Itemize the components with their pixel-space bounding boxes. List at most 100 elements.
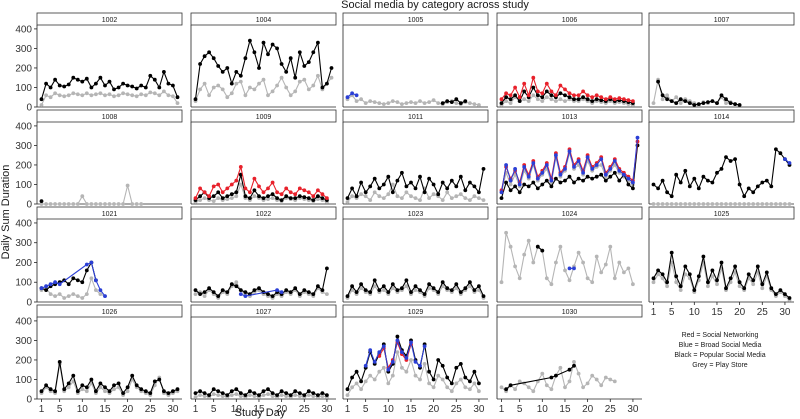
y-tick-label: 300 xyxy=(15,238,32,249)
data-point xyxy=(94,288,98,292)
data-point xyxy=(345,196,350,201)
data-point xyxy=(774,147,778,152)
data-point xyxy=(248,85,252,90)
data-point xyxy=(198,87,203,92)
data-point xyxy=(220,196,225,201)
data-point xyxy=(306,190,311,195)
data-point xyxy=(499,196,504,201)
data-point xyxy=(458,101,463,105)
data-point xyxy=(94,81,98,86)
data-point xyxy=(288,190,293,195)
panel-strip-label: 1011 xyxy=(408,114,423,121)
series-line-grey xyxy=(501,360,616,393)
data-point xyxy=(395,334,400,339)
y-tick-label: 100 xyxy=(15,180,32,191)
data-point xyxy=(404,284,409,289)
data-point xyxy=(687,101,692,105)
series-red xyxy=(193,164,329,201)
data-point xyxy=(544,383,549,388)
data-point xyxy=(198,389,203,394)
data-point xyxy=(513,387,517,392)
data-point xyxy=(626,98,631,103)
data-point xyxy=(386,101,391,105)
data-point xyxy=(48,387,53,392)
data-point xyxy=(320,394,325,398)
data-point xyxy=(631,186,635,191)
panel-1026: 1026 xyxy=(36,304,183,400)
series-red xyxy=(499,75,635,103)
data-point xyxy=(225,66,230,70)
data-point xyxy=(463,375,468,380)
data-point xyxy=(325,196,329,201)
data-point xyxy=(66,385,71,390)
data-point xyxy=(554,260,558,265)
data-point xyxy=(395,194,400,199)
data-point xyxy=(454,381,459,386)
data-point xyxy=(266,197,270,202)
data-point xyxy=(418,363,422,368)
data-point xyxy=(504,99,508,103)
data-point xyxy=(508,101,513,105)
data-point xyxy=(89,93,94,98)
data-point xyxy=(193,288,198,292)
data-point xyxy=(53,280,57,285)
y-tick-label: 300 xyxy=(15,44,32,55)
data-point xyxy=(472,381,477,386)
data-point xyxy=(116,93,121,98)
data-point xyxy=(306,290,311,294)
data-point xyxy=(75,278,80,283)
x-tick-label: 25 xyxy=(605,404,617,415)
data-point xyxy=(350,194,354,199)
data-point xyxy=(279,75,284,80)
data-point xyxy=(549,375,554,380)
data-point xyxy=(293,393,298,397)
data-point xyxy=(238,182,243,187)
data-point xyxy=(449,381,454,386)
data-point xyxy=(674,202,679,206)
data-point xyxy=(599,98,604,103)
data-point xyxy=(75,389,80,394)
data-point xyxy=(787,161,792,165)
data-point xyxy=(751,202,756,206)
y-tick-label: 0 xyxy=(26,200,32,211)
data-point xyxy=(427,381,431,386)
series-line-black xyxy=(194,38,333,100)
data-point xyxy=(257,66,261,70)
legend: Red = Social Networking Blue = Broad Soci… xyxy=(674,332,765,369)
data-point xyxy=(409,194,413,199)
series-black xyxy=(193,172,329,203)
data-point xyxy=(544,163,549,167)
data-point xyxy=(651,101,656,105)
data-point xyxy=(746,186,751,191)
data-point xyxy=(590,373,595,378)
data-point xyxy=(98,385,103,390)
data-point xyxy=(103,202,107,206)
data-point xyxy=(440,180,445,185)
data-point xyxy=(737,103,742,107)
data-point xyxy=(458,377,463,382)
data-point xyxy=(760,286,765,291)
panel-strip xyxy=(190,109,337,123)
data-point xyxy=(508,244,513,249)
x-tick-label: 10 xyxy=(383,404,395,415)
data-point xyxy=(216,389,221,394)
data-point xyxy=(368,290,373,294)
panel-strip-label: 1021 xyxy=(102,211,118,218)
data-point xyxy=(445,375,450,380)
data-point xyxy=(660,93,665,98)
data-point xyxy=(508,188,513,193)
data-point xyxy=(513,264,517,269)
data-point xyxy=(436,290,441,294)
data-point xyxy=(270,42,275,47)
data-point xyxy=(275,83,279,88)
data-point xyxy=(481,198,486,203)
y-axis-ticks: 0 100 200 300 400 0 100 200 300 400 0 100 200 300 400 0… xyxy=(15,24,37,406)
data-point xyxy=(363,288,368,292)
series-line-blue xyxy=(240,289,282,297)
data-point xyxy=(306,196,311,201)
panel-strip xyxy=(648,206,795,220)
data-point xyxy=(53,91,57,96)
data-point xyxy=(275,196,279,201)
panel-1025: 1025 xyxy=(648,206,795,303)
data-point xyxy=(669,99,674,103)
